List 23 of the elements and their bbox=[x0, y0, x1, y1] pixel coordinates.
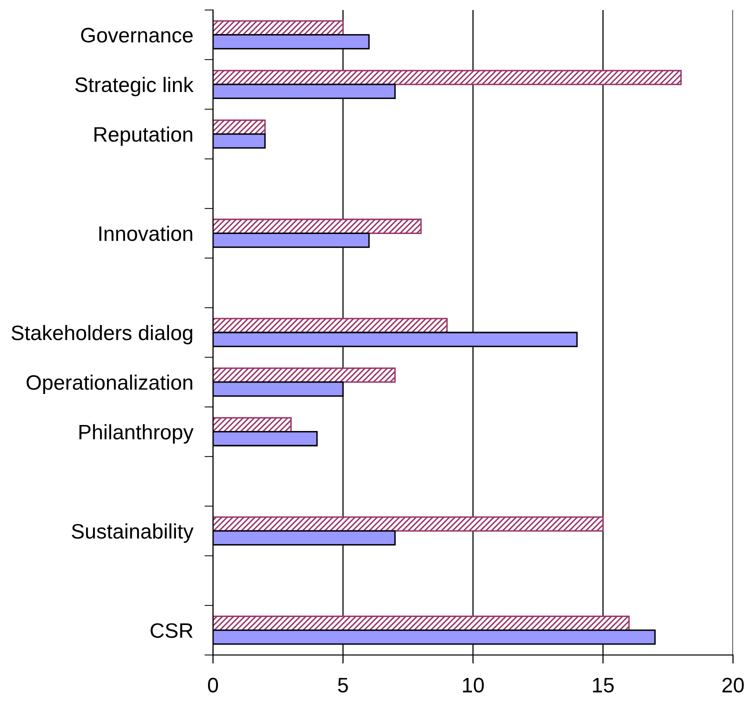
x-tick-label: 20 bbox=[722, 678, 744, 693]
bar bbox=[213, 318, 448, 334]
y-tick-label: Strategic link bbox=[75, 76, 194, 96]
y-tick-label: Reputation bbox=[94, 126, 192, 146]
bar bbox=[213, 516, 604, 532]
bar bbox=[213, 119, 266, 135]
bar bbox=[213, 368, 396, 383]
x-tick-label: 15 bbox=[593, 678, 614, 693]
y-tick-label: CSR bbox=[150, 623, 193, 638]
x-tick-label: 5 bbox=[338, 678, 348, 693]
y-tick-label: Operationalization bbox=[26, 374, 192, 394]
bar bbox=[213, 218, 422, 234]
y-tick-label: Innovation bbox=[99, 226, 192, 242]
y-tick-label: Sustainability bbox=[72, 523, 194, 543]
y-tick-label: Philanthropy bbox=[79, 424, 194, 444]
bar bbox=[213, 20, 344, 36]
y-tick-label: Governance bbox=[81, 28, 193, 43]
y-tick-label: Stakeholders dialog bbox=[12, 324, 192, 344]
bar bbox=[213, 417, 292, 432]
bar bbox=[213, 616, 630, 631]
bar bbox=[213, 70, 682, 86]
x-tick-label: 10 bbox=[463, 678, 484, 693]
x-tick-label: 0 bbox=[208, 678, 218, 693]
